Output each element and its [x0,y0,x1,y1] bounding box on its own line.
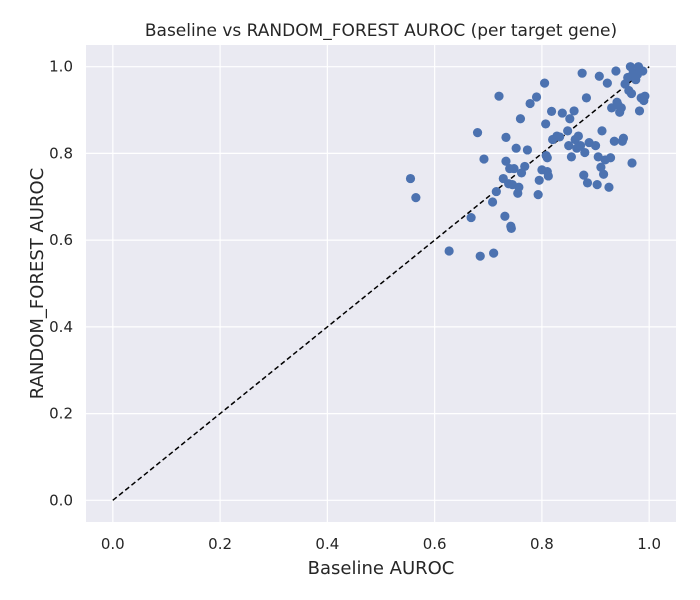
data-point [444,246,454,256]
y-axis-label: RANDOM_FOREST AUROC [27,168,48,399]
data-point [577,68,587,78]
data-point [522,145,533,155]
y-tick-label: 0.4 [49,318,73,336]
data-point [534,175,544,185]
data-point [569,106,579,116]
data-point [581,93,592,103]
data-point [627,158,637,168]
data-point [573,131,583,141]
data-point [475,251,485,261]
data-point [500,211,510,221]
data-point [487,197,498,207]
y-tick-label: 1.0 [49,58,73,76]
data-point [593,152,603,162]
data-point [509,163,519,174]
data-point [604,182,614,192]
data-point [626,88,637,99]
data-point [638,66,648,76]
data-point [580,147,590,158]
data-point [539,78,550,88]
y-tick-label: 0.6 [49,231,73,249]
x-tick-label: 0.8 [530,535,554,553]
y-tick-label: 0.8 [49,144,73,162]
data-point [515,114,526,124]
data-point [582,178,593,188]
data-point [598,169,609,179]
data-point [542,153,552,163]
data-point [611,66,621,76]
grid-lines [86,45,676,522]
data-point [506,223,516,234]
data-point [557,108,567,118]
chart-title: Baseline vs RANDOM_FOREST AUROC (per tar… [145,21,617,41]
data-point [511,143,521,153]
y-tick-label: 0.0 [49,491,73,509]
data-point [618,133,629,143]
data-point [541,119,551,129]
data-point [491,186,501,197]
data-points [405,62,650,261]
data-point [494,91,504,101]
data-point [640,91,650,101]
x-axis-label: Baseline AUROC [308,558,455,579]
data-point [466,212,476,223]
data-point [602,78,612,88]
data-point [479,154,489,164]
data-point [566,152,577,162]
data-point [501,156,511,166]
data-point [531,92,542,102]
x-tick-label: 1.0 [637,535,661,553]
data-point [501,132,511,142]
x-tick-label: 0.2 [208,535,232,553]
x-tick-label: 0.0 [101,535,125,553]
data-point [597,126,607,136]
data-point [564,141,574,151]
data-point [514,182,524,192]
data-point [489,248,499,258]
data-point [472,127,483,138]
data-point [563,126,573,136]
data-point [590,141,601,151]
data-point [546,106,557,116]
data-point [616,103,626,113]
data-point [609,136,619,146]
data-point [594,71,604,81]
data-point [533,190,543,200]
data-point [605,153,616,163]
data-point [565,114,575,124]
y-axis-ticks: 0.0 0.2 0.4 0.6 0.8 1.0 [49,58,73,510]
data-point [579,170,589,180]
data-point [543,171,553,181]
data-point [555,132,565,142]
data-point [575,141,586,151]
data-point [596,162,606,172]
data-point [634,106,645,116]
x-tick-label: 0.6 [423,535,447,553]
x-axis-ticks: 0.0 0.2 0.4 0.6 0.8 1.0 [101,535,661,553]
data-point [525,98,535,109]
diagonal-reference-line [112,66,650,501]
data-point [405,173,416,184]
data-point [411,193,421,203]
data-point [592,180,602,190]
data-point [520,161,530,172]
y-tick-label: 0.2 [49,405,73,423]
x-tick-label: 0.4 [315,535,339,553]
